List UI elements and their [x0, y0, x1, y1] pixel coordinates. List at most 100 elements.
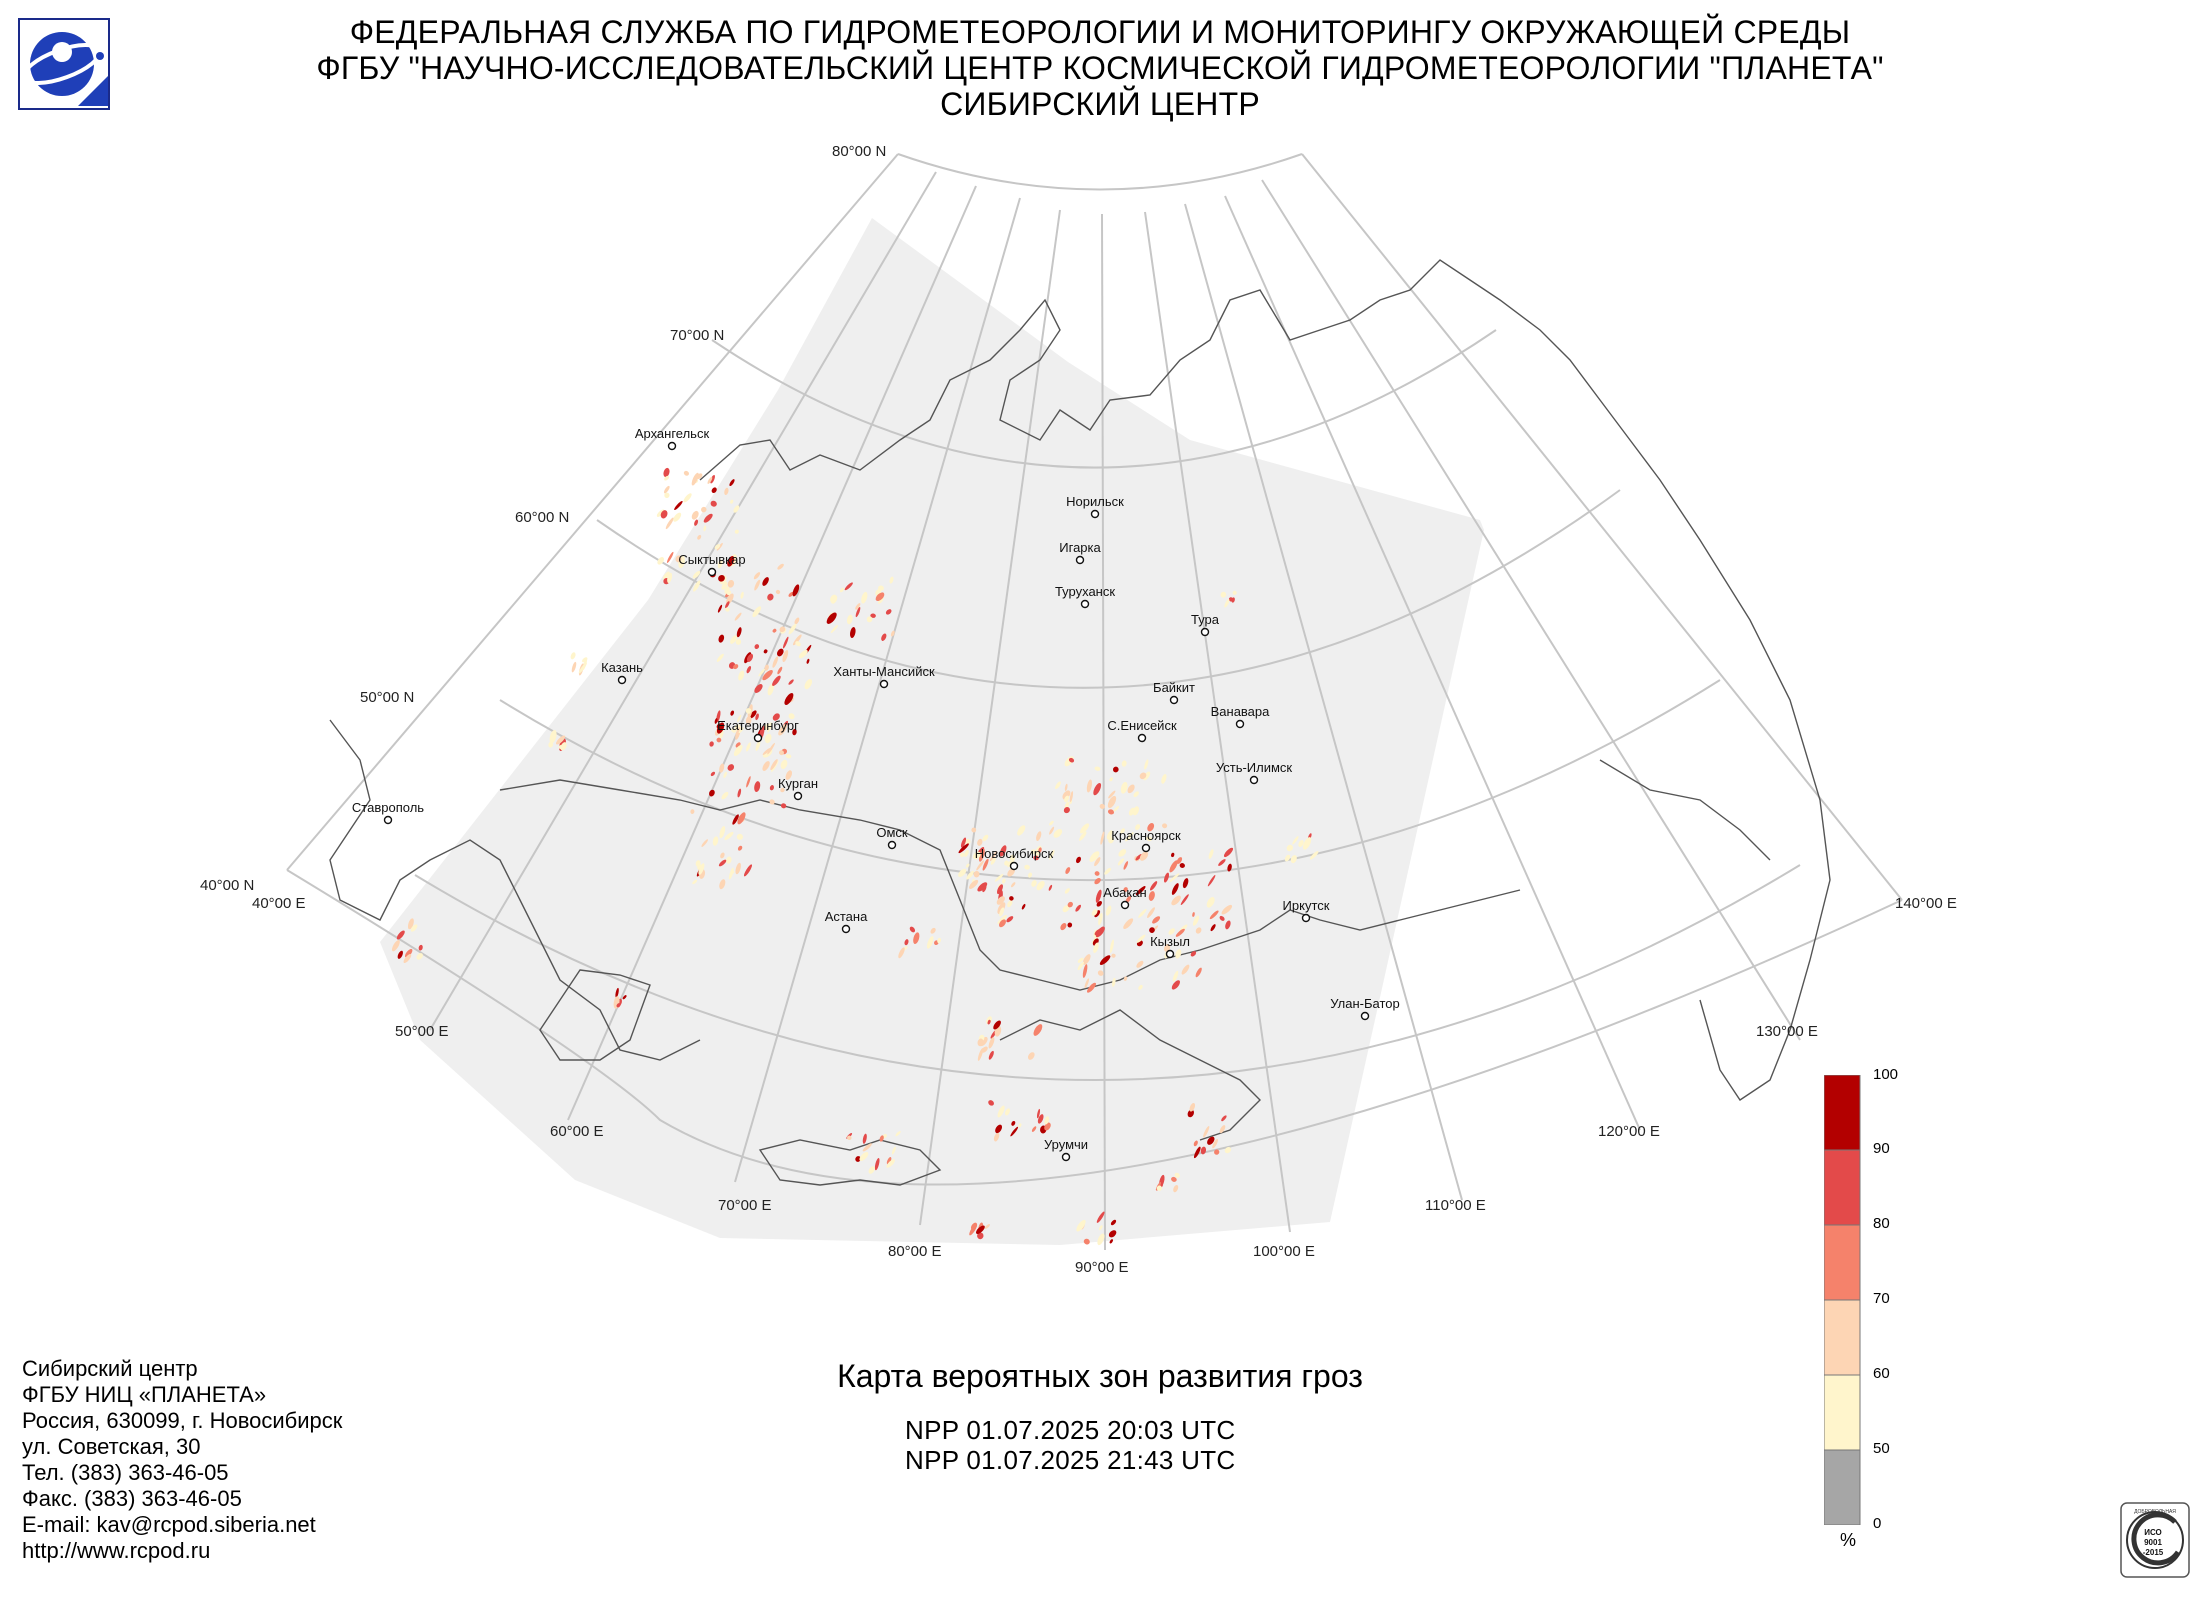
thunderstorm-zone [960, 837, 967, 848]
thunderstorm-zone [714, 718, 718, 724]
thunderstorm-zone [1097, 970, 1104, 976]
thunderstorm-zone [1038, 847, 1042, 853]
thunderstorm-zone [616, 1003, 621, 1008]
map-title: Карта вероятных зон развития гроз [837, 1358, 1363, 1394]
thunderstorm-zone [1193, 1146, 1201, 1159]
lat-label-70: 70°00 N [670, 327, 724, 344]
thunderstorm-zone [719, 879, 726, 890]
city-marker-icon [1009, 861, 1019, 871]
thunderstorm-zone [1219, 915, 1225, 921]
thunderstorm-zone [779, 626, 786, 633]
thunderstorm-zone [1031, 1126, 1037, 1132]
thunderstorm-zone [1223, 847, 1234, 858]
thunderstorm-zone [1171, 980, 1181, 990]
thunderstorm-zone [710, 500, 717, 507]
thunderstorm-zone [1221, 1115, 1227, 1122]
thunderstorm-zone [1218, 859, 1226, 866]
thunderstorm-zone [772, 628, 777, 633]
thunderstorm-zone [1136, 934, 1146, 943]
thunderstorm-zone [707, 476, 713, 484]
thunderstorm-zone [1004, 860, 1009, 866]
thunderstorm-zone [958, 868, 967, 877]
thunderstorm-zone [1055, 781, 1061, 790]
thunderstorm-zone [1203, 1126, 1210, 1138]
thunderstorm-zone [711, 487, 717, 493]
thunderstorm-zone [1220, 591, 1227, 598]
thunderstorm-zone [730, 635, 738, 644]
thunderstorm-zone [1169, 873, 1180, 883]
thunderstorm-zone [1231, 597, 1235, 603]
thunderstorm-zone [690, 809, 695, 814]
thunderstorm-zone [1112, 766, 1119, 773]
city-label: Омск [876, 825, 908, 840]
thunderstorm-zone [737, 788, 742, 798]
colorbar-tick-50: 50 [1873, 1440, 1890, 1457]
thunderstorm-zone [785, 770, 793, 780]
thunderstorm-zone [1224, 1146, 1232, 1154]
thunderstorm-zone [1007, 900, 1013, 908]
thunderstorm-zone [1106, 830, 1113, 840]
city-label: Тура [1191, 612, 1220, 627]
thunderstorm-zone [1125, 832, 1134, 842]
thunderstorm-zone [1189, 1102, 1196, 1112]
city-marker-icon [887, 840, 897, 850]
thunderstorm-zone [752, 606, 762, 618]
thunderstorm-zone [755, 740, 761, 752]
thunderstorm-zone [657, 556, 665, 565]
city-marker-icon [1075, 555, 1085, 565]
thunderstorm-zone [1044, 1122, 1051, 1131]
city-marker-icon [1169, 695, 1179, 705]
thunderstorm-zone [1064, 888, 1070, 894]
thunderstorm-zone [862, 1133, 867, 1144]
thunderstorm-zone [1099, 955, 1111, 965]
thunderstorm-zone [721, 581, 728, 590]
email-link[interactable]: E-mail: kav@rcpod.siberia.net [22, 1512, 316, 1537]
thunderstorm-zone [1010, 1126, 1019, 1137]
thunderstorm-zone [788, 591, 794, 597]
thunderstorm-zone [1113, 806, 1120, 812]
website-link[interactable]: http://www.rcpod.ru [22, 1538, 211, 1563]
cert-top: ДОБРОВОЛЬНАЯ [2134, 1509, 2176, 1515]
thunderstorm-zone [1049, 826, 1055, 835]
thunderstorm-zone [1135, 824, 1141, 831]
thunderstorm-zone [1009, 896, 1014, 901]
thunderstorm-zone [1138, 984, 1143, 990]
thunderstorm-zone [966, 863, 970, 868]
thunderstorm-zone [795, 641, 801, 647]
thunderstorm-zone [1094, 857, 1101, 867]
thunderstorm-zone [1171, 852, 1175, 858]
thunderstorm-zone [716, 653, 724, 662]
thunderstorm-zone [1136, 960, 1144, 968]
thunderstorm-zone [1118, 849, 1127, 857]
thunderstorm-zone [762, 577, 769, 586]
thunderstorm-zone [788, 679, 794, 685]
thunderstorm-zone [1049, 820, 1054, 826]
thunderstorm-zone [716, 542, 723, 551]
city-marker-icon [1090, 509, 1100, 519]
thunderstorm-zone [1292, 836, 1299, 845]
thunderstorm-zone [1021, 903, 1026, 910]
thunderstorm-zone [792, 728, 797, 736]
thunderstorm-zone [1125, 896, 1132, 903]
thunderstorm-zone [976, 860, 984, 871]
thunderstorm-zone [1082, 954, 1091, 965]
thunderstorm-zone [890, 630, 895, 637]
thunderstorm-zone [693, 580, 701, 592]
city-label: Курган [778, 776, 818, 791]
thunderstorm-zone [719, 763, 725, 773]
city-marker-icon [1200, 627, 1210, 637]
thunderstorm-zone [1221, 904, 1233, 915]
thunderstorm-zone [745, 716, 752, 725]
thunderstorm-zone [665, 517, 674, 530]
thunderstorm-zone [1108, 790, 1116, 799]
thunderstorm-zone [754, 684, 763, 693]
thunderstorm-zone [889, 576, 894, 584]
thunderstorm-zone [731, 728, 736, 733]
thunderstorm-zone [1060, 923, 1067, 931]
colorbar-tick-70: 70 [1873, 1290, 1890, 1307]
thunderstorm-zone [712, 836, 719, 846]
thunderstorm-zone [982, 885, 987, 893]
thunderstorm-zone [1179, 863, 1185, 868]
thunderstorm-zone [754, 644, 760, 650]
thunderstorm-zone [988, 1100, 994, 1106]
